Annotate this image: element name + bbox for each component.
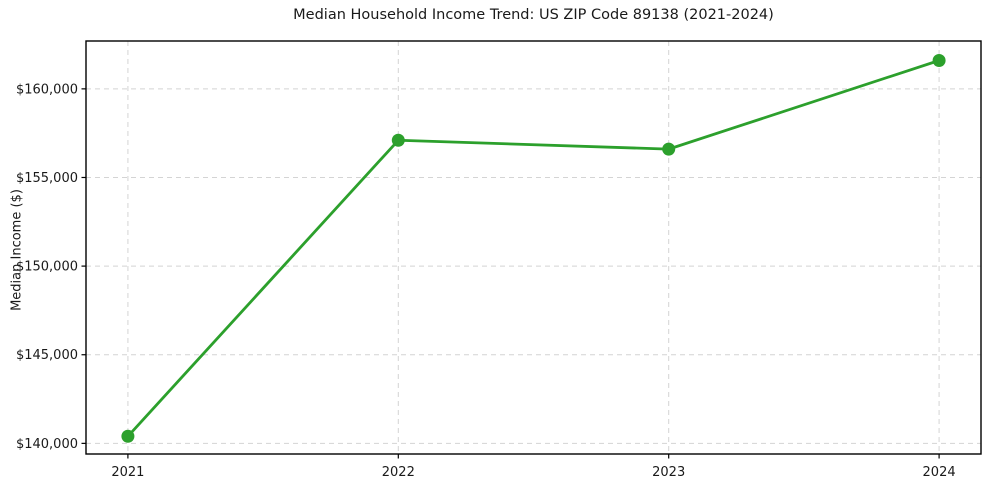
plot-border	[85, 40, 982, 455]
x-tick-label: 2022	[382, 465, 415, 480]
chart-title: Median Household Income Trend: US ZIP Co…	[293, 7, 774, 23]
data-point	[932, 53, 946, 67]
x-tick-label: 2021	[111, 465, 144, 480]
y-tick-label: $155,000	[16, 171, 78, 186]
y-tick-label: $145,000	[16, 348, 78, 363]
y-tick-label: $150,000	[16, 260, 78, 275]
data-point	[662, 142, 676, 156]
data-point	[121, 429, 135, 443]
data-line	[126, 59, 941, 438]
y-tick-label: $160,000	[16, 82, 78, 97]
y-tick-label: $140,000	[16, 437, 78, 452]
x-tick-label: 2023	[652, 465, 685, 480]
x-tick-label: 2024	[923, 465, 956, 480]
data-point	[391, 133, 405, 147]
